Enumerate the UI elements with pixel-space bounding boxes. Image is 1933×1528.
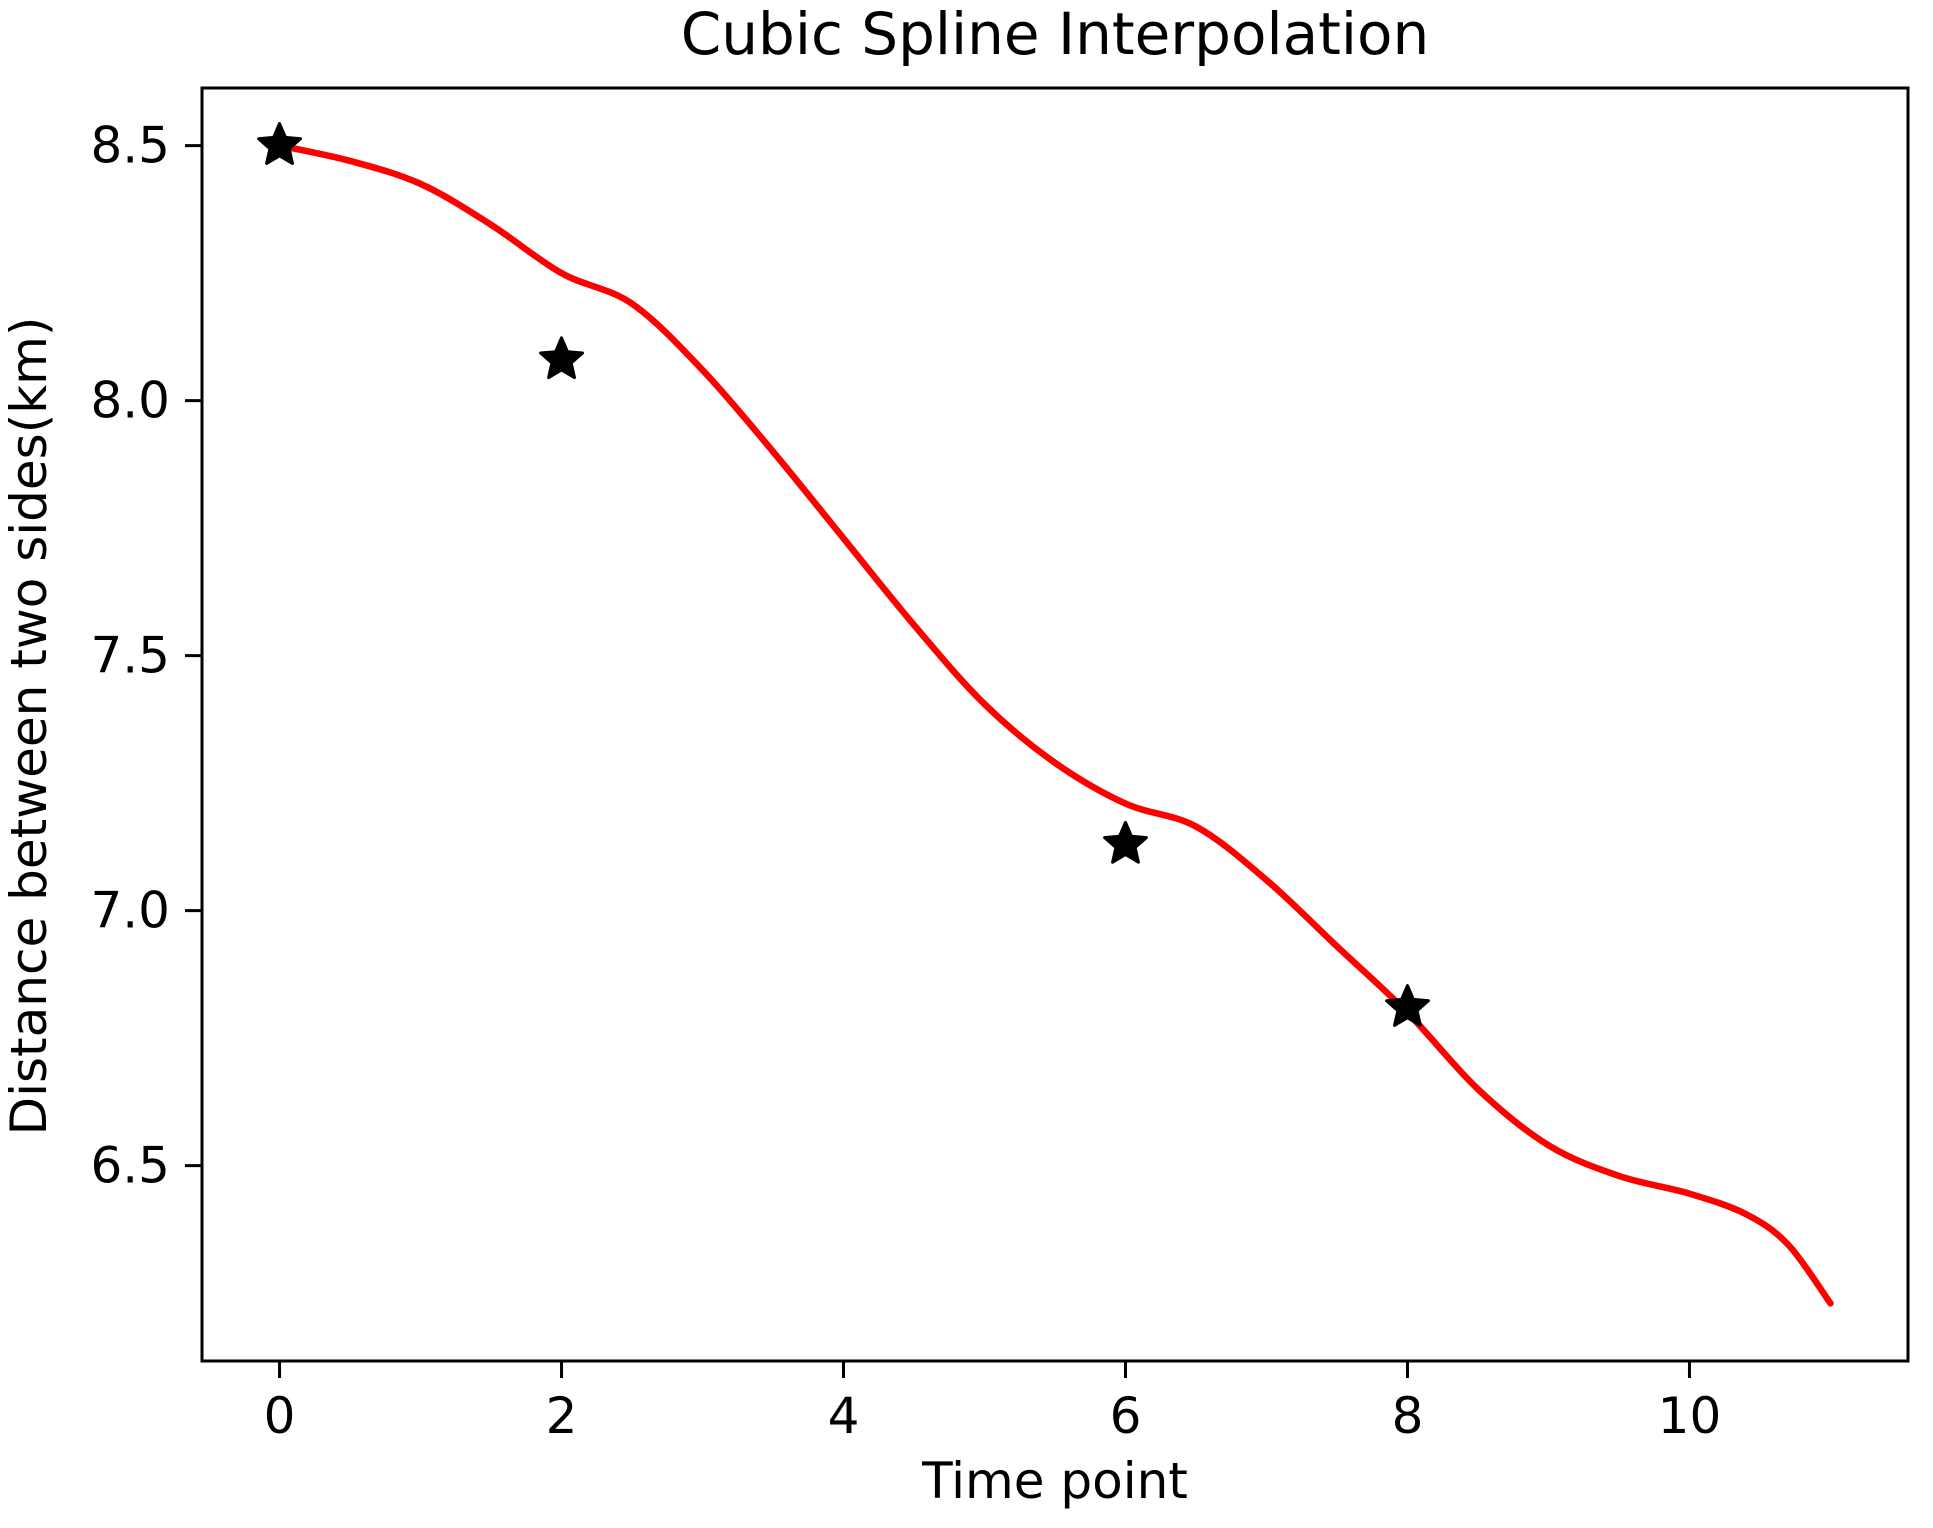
data-point-star [257,122,302,165]
x-tick-label: 6 [1110,1387,1142,1445]
plot-area [200,86,1910,1363]
spline-curve [276,142,1834,1307]
x-tick-label: 4 [828,1387,860,1445]
data-point-star [1385,984,1430,1027]
x-axis-label: Time point [921,1452,1188,1510]
y-tick-label: 6.5 [90,1137,170,1195]
x-tick-label: 2 [546,1387,578,1445]
y-tick-label: 7.5 [90,627,170,685]
x-tick-label: 10 [1658,1387,1722,1445]
y-tick-label: 8.5 [90,117,170,175]
chart-title: Cubic Spline Interpolation [681,0,1429,68]
data-point-star [539,336,584,380]
series-layer [257,122,1834,1307]
data-point-star [1103,820,1148,864]
axis-ticks: 0 2 4 6 8 10 6.5 7.0 7.5 8.0 8.5 [90,117,1721,1445]
y-axis-label: Distance between two sides(km) [0,317,58,1136]
x-tick-label: 0 [264,1387,296,1445]
y-tick-label: 8.0 [90,372,170,430]
y-tick-label: 7.0 [90,882,170,940]
x-tick-label: 8 [1392,1387,1424,1445]
